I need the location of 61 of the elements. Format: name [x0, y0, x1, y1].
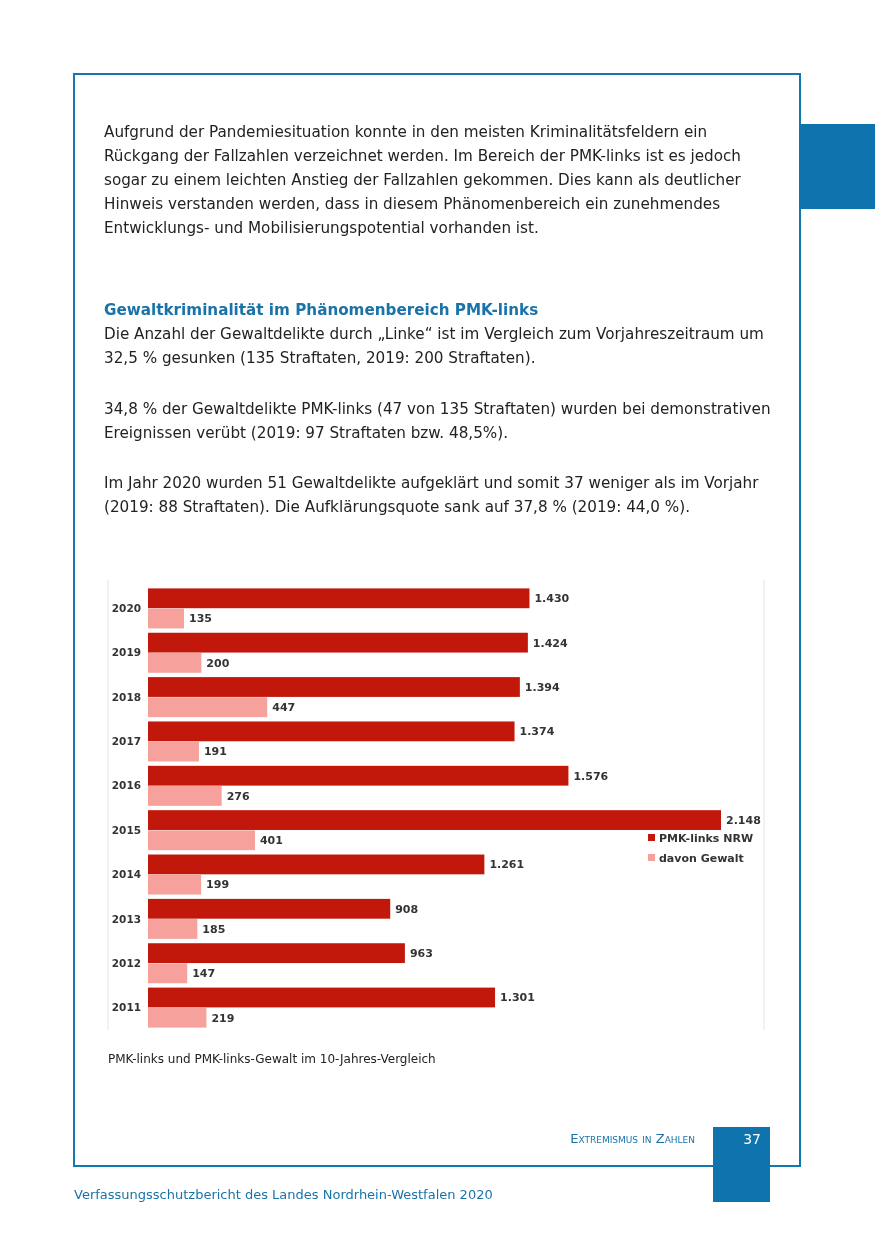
bar: [148, 963, 188, 984]
data-label: 147: [192, 967, 216, 981]
bar: [148, 943, 405, 964]
legend-label: davon Gewalt: [659, 851, 744, 865]
data-label: 135: [189, 612, 212, 626]
bar: [148, 632, 528, 653]
data-label: 401: [259, 834, 283, 848]
text: 37: [742, 1131, 761, 1147]
bar: [148, 652, 202, 673]
data-label: 219: [211, 1011, 235, 1025]
bar: [148, 741, 199, 762]
legend-label: PMK-links NRW: [659, 831, 754, 845]
data-label: 2.148: [726, 813, 761, 827]
bar: [148, 898, 391, 919]
data-label: 1.261: [489, 858, 525, 872]
bar: [148, 919, 198, 939]
bar: [148, 1007, 207, 1028]
y-tick-label: 2014: [111, 868, 141, 881]
bar: [148, 810, 721, 830]
data-label: 908: [395, 902, 419, 916]
bar: [148, 608, 185, 629]
text: PMK-links und PMK-links-Gewalt im 10-Jahres-Vergleich: [108, 1052, 436, 1066]
bar: [148, 677, 520, 697]
data-label: 963: [409, 946, 433, 960]
data-label: 276: [226, 789, 250, 803]
data-label: 1.301: [500, 991, 535, 1005]
bar: [148, 830, 255, 851]
bar: [148, 786, 222, 806]
bar: [148, 854, 485, 875]
y-tick-label: 2017: [111, 735, 141, 748]
text: Gewaltkriminalität im Phänomenbereich PMK-links: [104, 300, 540, 321]
y-tick-label: 2012: [111, 956, 141, 969]
data-label: 1.374: [519, 725, 555, 739]
data-label: 447: [272, 701, 296, 715]
data-label: 1.576: [573, 769, 609, 783]
y-tick-label: 2011: [111, 1001, 141, 1014]
text: Aufgrund der Pandemiesituation konnte in den meisten Kriminalitätsfeldern ein Rückgang der Fallzahlen verzeichnet werden. Im Bereich der PMK-links ist es jedoch sogar zu einem leichten Anstieg der Fallzahlen gekommen. Dies kann als deutlicher Hinweis verstanden werden, dass in diesem Phänomenbereich ein zunehmendes Entwicklungs- und Mobilisierungspotential vorhanden ist.: [104, 122, 742, 239]
text: Verfassungsschutzbericht des Landes Nordrhein-Westfalen 2020: [74, 1187, 493, 1202]
text: Extremismus in Zahlen: [570, 1131, 695, 1146]
data-label: 1.430: [534, 592, 570, 606]
data-label: 199: [206, 878, 230, 892]
data-label: 200: [206, 656, 230, 670]
bar: [148, 874, 202, 895]
data-label: 191: [203, 745, 227, 759]
data-label: 1.394: [524, 680, 560, 694]
bar: [148, 588, 530, 609]
y-tick-label: 2013: [111, 912, 141, 925]
y-tick-label: 2015: [111, 823, 141, 836]
data-label: 1.424: [532, 636, 569, 650]
bar: [148, 765, 569, 786]
text: Die Anzahl der Gewaltdelikte durch „Linke“ ist im Vergleich zum Vorjahreszeitraum um 32,5 % gesunken (135 Straftaten, 2019: 200 Straftaten).: [104, 324, 765, 369]
bar: [148, 697, 268, 718]
y-tick-label: 2016: [111, 779, 141, 792]
y-tick-label: 2018: [111, 690, 141, 703]
bar: [148, 987, 496, 1008]
text: Im Jahr 2020 wurden 51 Gewaltdelikte aufgeklärt und somit 37 weniger als im Vorjahr (2019: 88 Straftaten). Die Aufklärungsquote sank auf 37,8 % (2019: 44,0 %).: [104, 473, 760, 518]
y-tick-label: 2020: [111, 602, 141, 615]
bar: [148, 721, 515, 742]
text: 34,8 % der Gewaltdelikte PMK-links (47 von 135 Straftaten) wurden bei demonstrativen Ereignissen verübt (2019: 97 Straftaten bzw. 48,5%).: [104, 399, 772, 444]
data-label: 185: [202, 922, 226, 936]
y-tick-label: 2019: [111, 646, 141, 659]
